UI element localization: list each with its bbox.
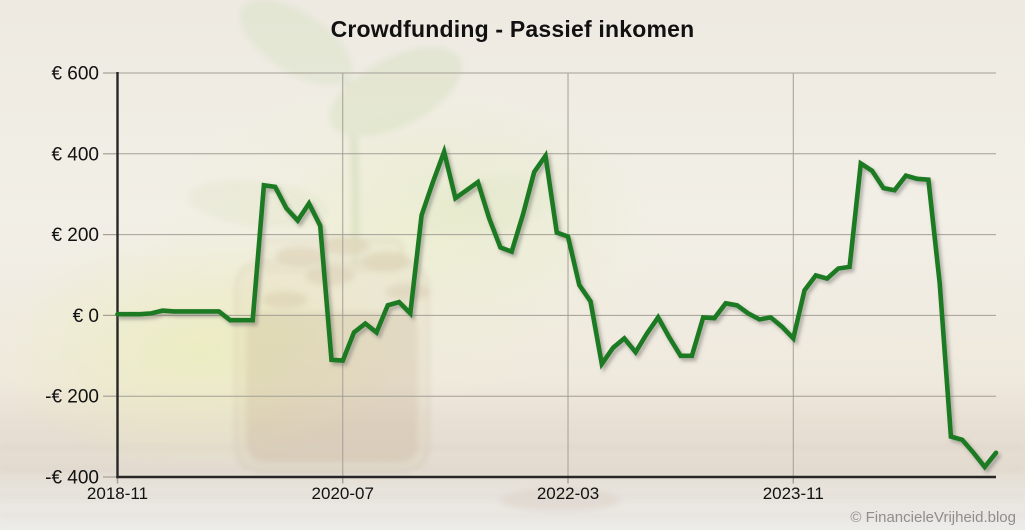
x-tick-label: 2020-07 [312,484,374,503]
y-tick-label: € 0 [73,306,99,327]
y-tick-label: -€ 400 [45,468,99,489]
y-tick-label: € 400 [51,144,99,165]
x-tick-label: 2022-03 [537,484,599,503]
x-tick-label: 2018-11 [87,484,148,503]
passive-income-line [115,143,999,471]
x-tick-label: 2023-11 [763,484,824,503]
y-tick-label: -€ 200 [45,387,99,408]
chart-title: Crowdfunding - Passief inkomen [330,16,695,42]
y-tick-label: € 200 [51,225,99,246]
copyright-watermark: © FinancieleVrijheid.blog [850,509,1016,526]
y-tick-label: € 600 [51,64,99,85]
